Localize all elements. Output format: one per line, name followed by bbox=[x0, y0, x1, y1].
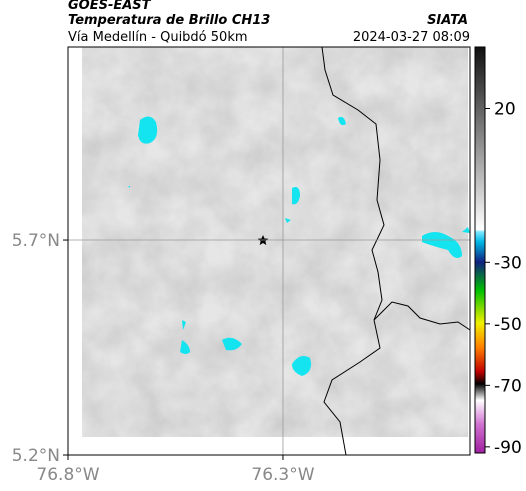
colorbar-tick-label: -70 bbox=[494, 376, 522, 396]
colorbar-tick-label: -30 bbox=[494, 253, 522, 273]
colorbar bbox=[474, 46, 486, 454]
colorbar-tick-label: -90 bbox=[494, 438, 522, 458]
map-image bbox=[82, 46, 471, 456]
timestamp: 2024-03-27 08:09 bbox=[353, 30, 470, 45]
map-frame bbox=[67, 46, 471, 456]
y-tick-label: 5.2°N bbox=[12, 446, 60, 466]
boundaries bbox=[321, 46, 471, 456]
colorbar-tick-label: 20 bbox=[494, 100, 516, 120]
x-tick-label: 76.8°W bbox=[36, 465, 99, 485]
product: Temperatura de Brillo CH13 bbox=[68, 13, 270, 28]
y-tick-label: 5.7°N bbox=[12, 231, 60, 251]
axis-ticks: 76.8°W 76.3°W 5.7°N 5.2°N bbox=[12, 231, 315, 485]
region: Vía Medellín - Quibdó 50km bbox=[68, 30, 248, 45]
x-tick-label: 76.3°W bbox=[251, 465, 314, 485]
source: SIATA bbox=[427, 13, 468, 28]
texture bbox=[82, 47, 468, 437]
satellite: GOES-EAST bbox=[68, 0, 152, 13]
colorbar-tick-label: -50 bbox=[494, 315, 522, 335]
cold-clouds bbox=[128, 116, 470, 376]
colorbar-ticks: 20 -30 -50 -70 -90 bbox=[485, 100, 522, 458]
